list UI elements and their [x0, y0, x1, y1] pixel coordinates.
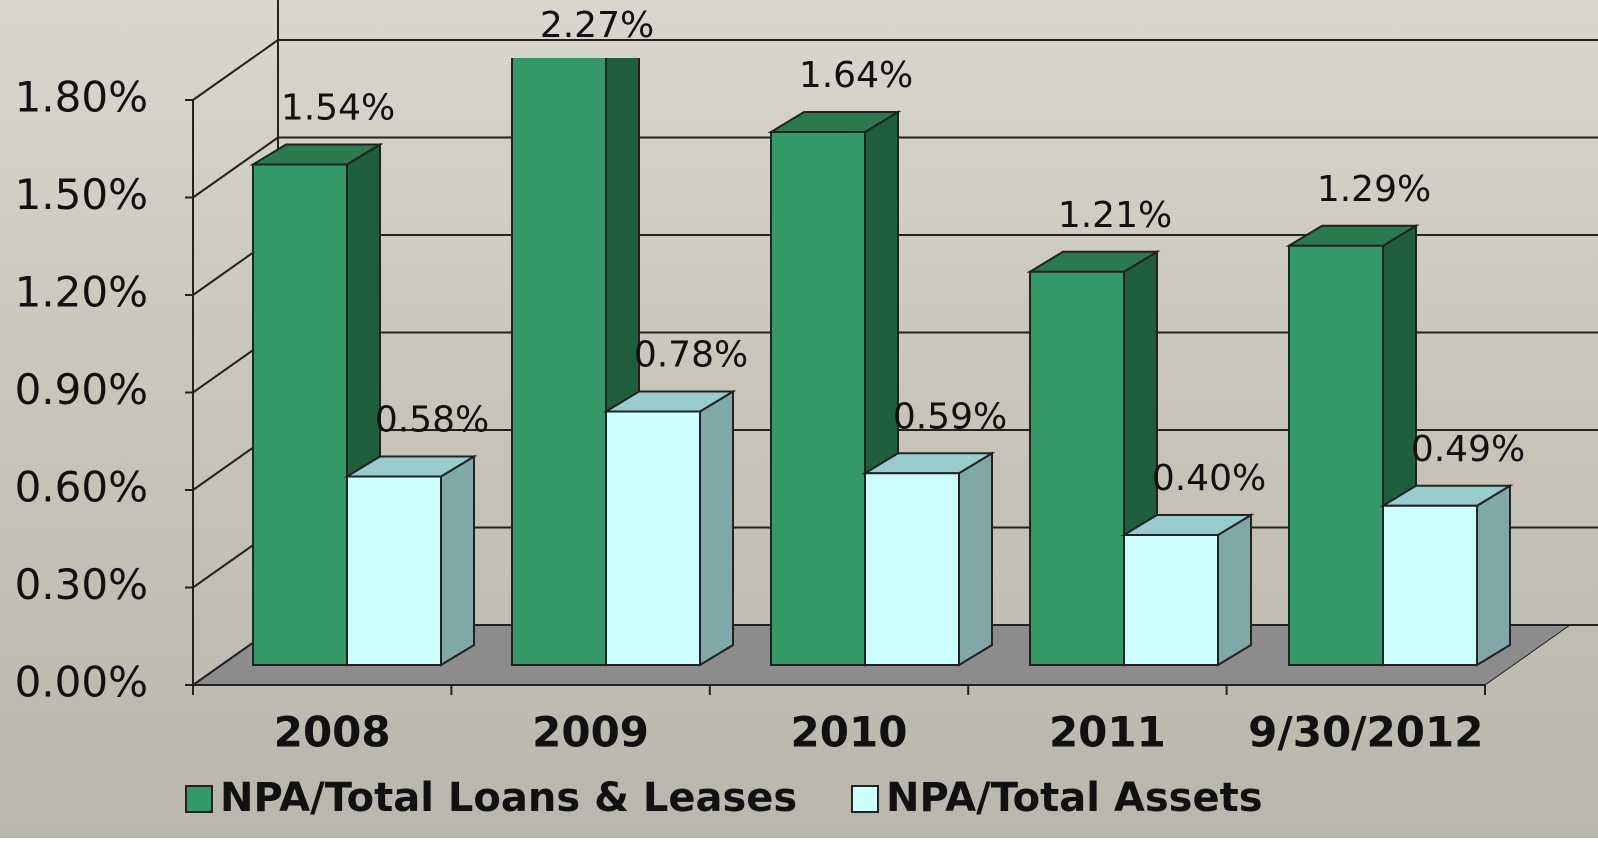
legend-swatch — [186, 786, 212, 812]
bar-front — [1383, 506, 1477, 665]
x-tick-label: 2009 — [532, 708, 649, 757]
bar — [1124, 515, 1251, 665]
legend-label: NPA/Total Assets — [886, 775, 1263, 821]
legend-swatch — [852, 786, 878, 812]
bar-front — [771, 132, 865, 665]
bar-front — [1289, 246, 1383, 665]
data-label: 1.54% — [281, 88, 395, 129]
data-label: 2.27% — [540, 5, 654, 46]
bar-front — [253, 165, 347, 666]
x-tick-label: 2011 — [1049, 708, 1166, 757]
bar-front — [865, 473, 959, 665]
data-label: 1.64% — [799, 55, 913, 96]
y-tick-label: 0.60% — [15, 463, 148, 512]
x-tick-label: 2010 — [791, 708, 908, 757]
y-tick-label: 1.20% — [15, 268, 148, 317]
x-tick-label: 9/30/2012 — [1248, 708, 1483, 757]
data-label: 0.49% — [1411, 429, 1525, 470]
data-label: 1.21% — [1058, 195, 1172, 236]
data-label: 0.78% — [634, 335, 748, 376]
y-tick-label: 1.50% — [15, 170, 148, 219]
bar-front — [512, 0, 606, 665]
bar-front — [1030, 272, 1124, 665]
bar-side — [700, 392, 733, 666]
bar-front — [606, 412, 700, 666]
bar-side — [959, 453, 992, 665]
y-tick-label: 0.30% — [15, 560, 148, 609]
page: {"chart_data": {"type": "bar3d", "catego… — [0, 0, 1598, 838]
data-label: 1.29% — [1317, 169, 1431, 210]
data-label: 0.40% — [1152, 458, 1266, 499]
bar — [865, 453, 992, 665]
y-tick-label: 0.90% — [15, 365, 148, 414]
x-tick-label: 2008 — [274, 708, 391, 757]
bar-side — [1477, 486, 1510, 665]
bar-front — [1124, 535, 1218, 665]
bar-side — [1218, 515, 1251, 665]
legend-label: NPA/Total Loans & Leases — [220, 775, 797, 821]
y-tick-label: 1.80% — [15, 73, 148, 122]
bar-front — [347, 477, 441, 666]
data-label: 0.58% — [375, 400, 489, 441]
y-tick-label: 0.00% — [15, 658, 148, 707]
chart: 0.00% 0.30% 0.60% 0.90% 1.20% 1.50% 1.80% 2008 1… — [0, 0, 1598, 838]
bar — [1383, 486, 1510, 665]
bar — [347, 457, 474, 666]
bar-side — [441, 457, 474, 666]
data-label: 0.59% — [893, 396, 1007, 437]
bar — [606, 392, 733, 666]
